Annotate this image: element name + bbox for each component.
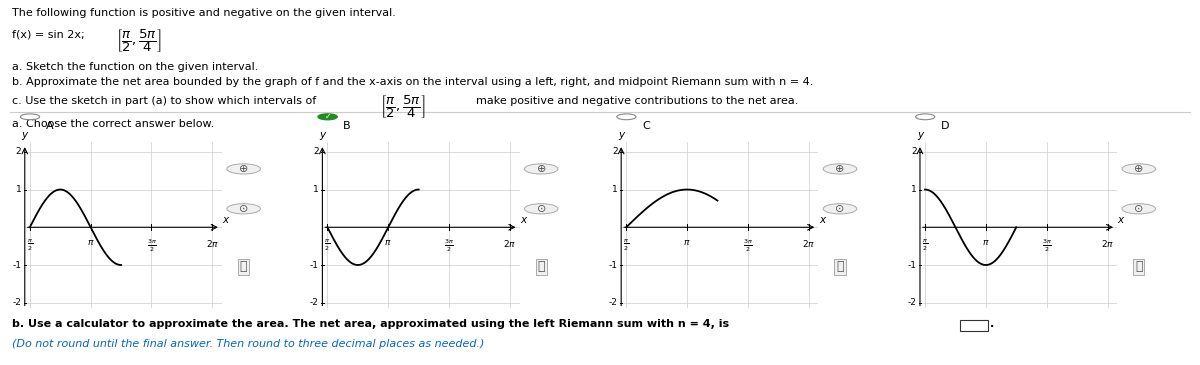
- Text: ⧉: ⧉: [836, 260, 844, 273]
- Text: b. Approximate the net area bounded by the graph of f and the x-axis on the inte: b. Approximate the net area bounded by t…: [12, 77, 814, 87]
- Text: -1: -1: [12, 261, 22, 269]
- Text: 1: 1: [612, 185, 618, 194]
- Text: y: y: [917, 130, 923, 140]
- Text: $2\pi$: $2\pi$: [1100, 238, 1114, 249]
- Text: y: y: [22, 130, 28, 140]
- Circle shape: [227, 204, 260, 214]
- Text: 1: 1: [16, 185, 22, 194]
- Text: -2: -2: [907, 298, 917, 307]
- Text: 1: 1: [911, 185, 917, 194]
- Text: $\pi$: $\pi$: [982, 238, 990, 247]
- Text: ⊙: ⊙: [536, 204, 546, 214]
- Text: x: x: [818, 215, 824, 225]
- Text: $\pi$: $\pi$: [384, 238, 392, 247]
- Text: D: D: [941, 121, 949, 131]
- Circle shape: [823, 164, 857, 174]
- Text: $\frac{\pi}{2}$: $\frac{\pi}{2}$: [922, 238, 928, 253]
- Text: x: x: [520, 215, 526, 225]
- Circle shape: [318, 114, 337, 120]
- Text: C: C: [642, 121, 649, 131]
- Text: b. Use a calculator to approximate the area. The net area, approximated using th: b. Use a calculator to approximate the a…: [12, 319, 730, 329]
- Text: x: x: [1117, 215, 1123, 225]
- Text: $\frac{\pi}{2}$: $\frac{\pi}{2}$: [324, 238, 330, 253]
- Text: $2\pi$: $2\pi$: [503, 238, 516, 249]
- Text: ✓: ✓: [324, 112, 331, 121]
- Text: $\frac{\pi}{2}$: $\frac{\pi}{2}$: [26, 238, 32, 253]
- Circle shape: [524, 164, 558, 174]
- Circle shape: [524, 204, 558, 214]
- Text: $2\pi$: $2\pi$: [205, 238, 218, 249]
- Text: $\frac{3\pi}{2}$: $\frac{3\pi}{2}$: [146, 238, 156, 254]
- Text: -2: -2: [12, 298, 22, 307]
- Text: (Do not round until the final answer. Then round to three decimal places as need: (Do not round until the final answer. Th…: [12, 339, 485, 349]
- Text: $\frac{\pi}{2}$: $\frac{\pi}{2}$: [623, 238, 629, 253]
- Text: -2: -2: [310, 298, 319, 307]
- Text: y: y: [618, 130, 624, 140]
- Text: y: y: [319, 130, 325, 140]
- Text: 1: 1: [313, 185, 319, 194]
- Text: -1: -1: [907, 261, 917, 269]
- Circle shape: [1122, 164, 1156, 174]
- Text: ⊕: ⊕: [835, 164, 845, 174]
- Text: $\pi$: $\pi$: [86, 238, 95, 247]
- Text: $\frac{3\pi}{2}$: $\frac{3\pi}{2}$: [743, 238, 752, 254]
- Text: a. Choose the correct answer below.: a. Choose the correct answer below.: [12, 119, 215, 128]
- Text: 2: 2: [16, 147, 22, 156]
- Text: 2: 2: [313, 147, 319, 156]
- Circle shape: [20, 114, 40, 120]
- Text: ⊕: ⊕: [1134, 164, 1144, 174]
- Text: 2: 2: [911, 147, 917, 156]
- Text: $\frac{3\pi}{2}$: $\frac{3\pi}{2}$: [444, 238, 454, 254]
- Text: ⧉: ⧉: [1135, 260, 1142, 273]
- Text: -2: -2: [608, 298, 618, 307]
- FancyBboxPatch shape: [960, 320, 988, 331]
- Text: f(x) = sin 2x;: f(x) = sin 2x;: [12, 30, 85, 40]
- Circle shape: [916, 114, 935, 120]
- Text: ⊕: ⊕: [239, 164, 248, 174]
- Text: $\left[\dfrac{\pi}{2}, \dfrac{5\pi}{4}\right]$: $\left[\dfrac{\pi}{2}, \dfrac{5\pi}{4}\r…: [116, 27, 162, 54]
- Text: -1: -1: [608, 261, 618, 269]
- Text: ⊙: ⊙: [1134, 204, 1144, 214]
- Text: ⧉: ⧉: [538, 260, 545, 273]
- Text: $\pi$: $\pi$: [683, 238, 691, 247]
- Circle shape: [617, 114, 636, 120]
- Text: -1: -1: [310, 261, 319, 269]
- Text: ⊙: ⊙: [239, 204, 248, 214]
- Text: make positive and negative contributions to the net area.: make positive and negative contributions…: [476, 96, 799, 106]
- Text: A: A: [46, 121, 53, 131]
- Text: The following function is positive and negative on the given interval.: The following function is positive and n…: [12, 8, 396, 18]
- Circle shape: [227, 164, 260, 174]
- Text: a. Sketch the function on the given interval.: a. Sketch the function on the given inte…: [12, 62, 258, 72]
- Text: x: x: [222, 215, 228, 225]
- Text: .: .: [990, 319, 995, 329]
- Text: B: B: [343, 121, 350, 131]
- Circle shape: [1122, 204, 1156, 214]
- Circle shape: [823, 204, 857, 214]
- Text: $2\pi$: $2\pi$: [802, 238, 815, 249]
- Text: ⊙: ⊙: [835, 204, 845, 214]
- Text: ⧉: ⧉: [240, 260, 247, 273]
- Text: $\left[\dfrac{\pi}{2}, \dfrac{5\pi}{4}\right]$: $\left[\dfrac{\pi}{2}, \dfrac{5\pi}{4}\r…: [380, 93, 426, 120]
- Text: 2: 2: [612, 147, 618, 156]
- Text: c. Use the sketch in part (a) to show which intervals of: c. Use the sketch in part (a) to show wh…: [12, 96, 317, 106]
- Text: ⊕: ⊕: [536, 164, 546, 174]
- Text: $\frac{3\pi}{2}$: $\frac{3\pi}{2}$: [1042, 238, 1051, 254]
